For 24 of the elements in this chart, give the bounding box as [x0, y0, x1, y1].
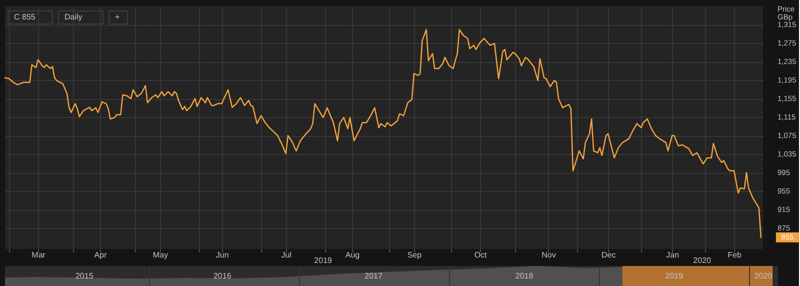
annotation: Daily — [64, 12, 82, 22]
annotation: + — [115, 12, 120, 22]
x-tick-label: Apr — [94, 250, 108, 260]
x-tick-label: Sep — [407, 250, 422, 260]
x-tick-label: 2015 — [75, 272, 94, 280]
x-tick-label: 2016 — [213, 272, 232, 280]
x-tick-label: Aug — [345, 250, 360, 260]
x-tick-label: Jul — [281, 250, 292, 260]
x-tick-label: Nov — [542, 250, 556, 260]
text: 2019 — [314, 256, 333, 265]
x-tick-label: 2018 — [515, 272, 534, 280]
x-tick-label: Jan — [666, 250, 680, 260]
line-series — [4, 28, 762, 238]
x-tick-label: Oct — [474, 250, 488, 260]
x-tick-label: Dec — [601, 250, 616, 260]
x-tick-label: 2019 — [665, 272, 684, 280]
x-tick-label: Feb — [728, 250, 742, 260]
x-tick-label: Jun — [216, 250, 229, 260]
x-tick-label: 2020 — [754, 272, 773, 280]
annotation: C 855 — [14, 12, 36, 22]
x-tick-label: 2017 — [364, 272, 383, 280]
x-tick-label: Mar — [32, 250, 46, 260]
text: 2020 — [693, 256, 712, 265]
x-tick-label: May — [152, 250, 168, 260]
